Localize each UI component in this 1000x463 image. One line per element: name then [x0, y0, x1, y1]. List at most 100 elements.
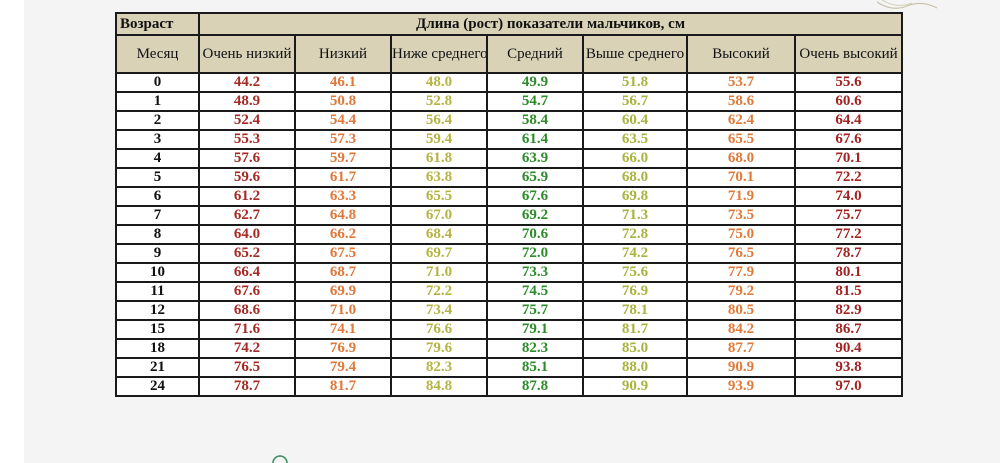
value-cell: 76.5	[686, 243, 796, 264]
value-cell: 68.4	[390, 224, 488, 245]
value-cell: 76.9	[582, 281, 688, 302]
value-cell: 84.8	[390, 376, 488, 397]
table-row: 1 48.9 50.8 52.8 54.7 56.7 58.6 60.6	[115, 91, 904, 112]
value-cell: 55.6	[793, 72, 904, 93]
value-cell: 72.2	[793, 167, 904, 188]
value-cell: 69.2	[486, 205, 584, 226]
table-row: 18 74.2 76.9 79.6 82.3 85.0 87.7 90.4	[115, 338, 904, 359]
month-cell: 0	[115, 72, 200, 93]
table-row: 2 52.4 54.4 56.4 58.4 60.4 62.4 64.4	[115, 110, 904, 131]
value-cell: 90.9	[686, 357, 796, 378]
value-cell: 71.0	[390, 262, 488, 283]
value-cell: 61.2	[198, 186, 296, 207]
column-header: Выше среднего	[582, 34, 688, 74]
value-cell: 65.2	[198, 243, 296, 264]
table-row: 24 78.7 81.7 84.8 87.8 90.9 93.9 97.0	[115, 376, 904, 397]
value-cell: 52.8	[390, 91, 488, 112]
table-row: 21 76.5 79.4 82.3 85.1 88.0 90.9 93.8	[115, 357, 904, 378]
table-row: 15 71.6 74.1 76.6 79.1 81.7 84.2 86.7	[115, 319, 904, 340]
month-cell: 2	[115, 110, 200, 131]
month-header: Месяц	[115, 34, 200, 74]
value-cell: 55.3	[198, 129, 296, 150]
month-cell: 3	[115, 129, 200, 150]
value-cell: 63.5	[582, 129, 688, 150]
value-cell: 75.0	[686, 224, 796, 245]
value-cell: 56.7	[582, 91, 688, 112]
value-cell: 59.4	[390, 129, 488, 150]
value-cell: 57.6	[198, 148, 296, 169]
value-cell: 63.3	[294, 186, 392, 207]
value-cell: 86.7	[793, 319, 904, 340]
month-cell: 6	[115, 186, 200, 207]
value-cell: 61.8	[390, 148, 488, 169]
ornament-icon	[876, 0, 938, 9]
table-row: 8 64.0 66.2 68.4 70.6 72.8 75.0 77.2	[115, 224, 904, 245]
value-cell: 87.8	[486, 376, 584, 397]
value-cell: 67.6	[793, 129, 904, 150]
value-cell: 65.5	[390, 186, 488, 207]
value-cell: 70.1	[686, 167, 796, 188]
table-row: 3 55.3 57.3 59.4 61.4 63.5 65.5 67.6	[115, 129, 904, 150]
value-cell: 73.3	[486, 262, 584, 283]
month-cell: 9	[115, 243, 200, 264]
value-cell: 73.4	[390, 300, 488, 321]
circle-ornament-icon	[272, 455, 288, 463]
value-cell: 61.4	[486, 129, 584, 150]
value-cell: 69.9	[294, 281, 392, 302]
value-cell: 71.0	[294, 300, 392, 321]
value-cell: 54.7	[486, 91, 584, 112]
value-cell: 71.9	[686, 186, 796, 207]
value-cell: 76.6	[390, 319, 488, 340]
month-cell: 12	[115, 300, 200, 321]
table-title: Длина (рост) показатели мальчиков, см	[197, 12, 904, 36]
value-cell: 74.2	[198, 338, 296, 359]
value-cell: 63.9	[486, 148, 584, 169]
value-cell: 46.1	[294, 72, 392, 93]
value-cell: 50.8	[294, 91, 392, 112]
value-cell: 76.5	[198, 357, 296, 378]
column-header: Ниже среднего	[390, 34, 488, 74]
value-cell: 59.7	[294, 148, 392, 169]
value-cell: 75.7	[486, 300, 584, 321]
table-row: 5 59.6 61.7 63.8 65.9 68.0 70.1 72.2	[115, 167, 904, 188]
value-cell: 62.4	[686, 110, 796, 131]
value-cell: 69.7	[390, 243, 488, 264]
column-header: Высокий	[686, 34, 796, 74]
value-cell: 77.9	[686, 262, 796, 283]
month-cell: 10	[115, 262, 200, 283]
value-cell: 72.2	[390, 281, 488, 302]
value-cell: 79.1	[486, 319, 584, 340]
value-cell: 65.9	[486, 167, 584, 188]
column-header-row: Месяц Очень низкий Низкий Ниже среднего …	[115, 34, 904, 74]
table-row: 6 61.2 63.3 65.5 67.6 69.8 71.9 74.0	[115, 186, 904, 207]
value-cell: 78.7	[198, 376, 296, 397]
value-cell: 54.4	[294, 110, 392, 131]
value-cell: 74.1	[294, 319, 392, 340]
value-cell: 64.0	[198, 224, 296, 245]
value-cell: 48.0	[390, 72, 488, 93]
value-cell: 72.0	[486, 243, 584, 264]
value-cell: 67.6	[198, 281, 296, 302]
age-header: Возраст	[115, 12, 200, 36]
value-cell: 64.8	[294, 205, 392, 226]
value-cell: 44.2	[198, 72, 296, 93]
value-cell: 74.2	[582, 243, 688, 264]
value-cell: 76.9	[294, 338, 392, 359]
table-row: 4 57.6 59.7 61.8 63.9 66.0 68.0 70.1	[115, 148, 904, 169]
value-cell: 60.4	[582, 110, 688, 131]
growth-table-container: Возраст Длина (рост) показатели мальчико…	[115, 12, 904, 397]
value-cell: 79.2	[686, 281, 796, 302]
value-cell: 75.7	[793, 205, 904, 226]
value-cell: 68.0	[582, 167, 688, 188]
value-cell: 93.9	[686, 376, 796, 397]
month-cell: 15	[115, 319, 200, 340]
value-cell: 63.8	[390, 167, 488, 188]
value-cell: 61.7	[294, 167, 392, 188]
value-cell: 68.0	[686, 148, 796, 169]
value-cell: 78.1	[582, 300, 688, 321]
value-cell: 70.6	[486, 224, 584, 245]
table-row: 9 65.2 67.5 69.7 72.0 74.2 76.5 78.7	[115, 243, 904, 264]
value-cell: 49.9	[486, 72, 584, 93]
value-cell: 65.5	[686, 129, 796, 150]
value-cell: 68.7	[294, 262, 392, 283]
